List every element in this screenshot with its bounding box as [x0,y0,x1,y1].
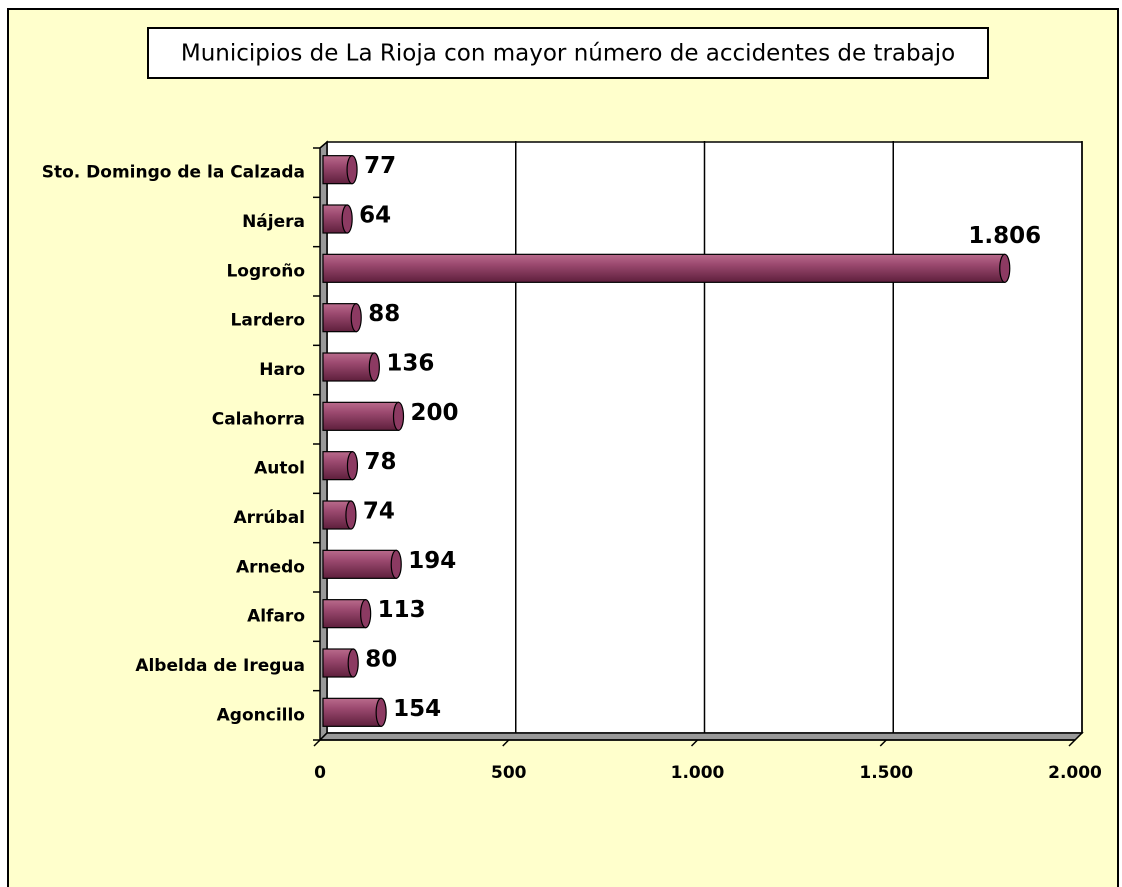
bar [322,549,397,579]
floor [318,732,1084,741]
y-tick-label: Arnedo [236,557,305,577]
bar-cap [346,451,359,481]
value-label: 113 [378,597,426,623]
bar [322,648,354,678]
y-tick-label: Albelda de Iregua [135,656,305,676]
bar [322,401,400,431]
value-label: 88 [368,301,400,327]
bar [322,697,382,727]
x-tick [502,739,510,747]
x-tick-label: 0 [314,763,326,783]
x-tick-label: 1.000 [671,763,725,783]
value-label: 74 [363,499,395,525]
y-tick-label: Agoncillo [217,705,305,725]
bar-cap [368,352,380,382]
chart-title: Municipios de La Rioja con mayor número … [181,41,955,67]
x-tick [879,739,887,747]
x-tick-label: 2.000 [1048,763,1102,783]
x-tick-label: 1.500 [859,763,913,783]
bar-cap [392,401,405,431]
y-tick-label: Nájera [242,212,305,232]
x-tick [1068,739,1076,747]
bar-cap [345,500,357,530]
y-tick-label: Haro [259,360,305,380]
bar [322,253,1006,283]
value-label: 136 [386,351,434,377]
x-tick-label: 500 [491,763,527,783]
bar-cap [999,253,1011,283]
x-tick [690,739,699,747]
value-label: 77 [364,153,396,179]
value-label: 194 [408,548,456,574]
y-tick-label: Calahorra [212,409,305,429]
bar-cap [360,599,372,629]
value-label: 78 [364,449,396,475]
value-label: 64 [359,203,391,229]
bar-cap [375,697,387,727]
bar [322,352,375,382]
y-tick-label: Lardero [231,311,305,331]
y-tick-label: Alfaro [247,607,305,627]
bar-cap [390,549,402,579]
title-box [147,27,989,79]
bar-cap [346,155,358,185]
y-tick-label: Sto. Domingo de la Calzada [42,163,305,183]
bar-cap [347,648,359,678]
value-label: 154 [393,696,441,722]
y-tick-label: Arrúbal [234,508,306,528]
value-label: 80 [365,647,397,673]
y-tick-label: Autol [254,459,305,479]
bar [322,599,367,629]
y-tick-label: Logroño [226,261,305,281]
bar-cap [350,303,362,333]
x-tick [313,739,321,747]
value-label: 1.806 [968,223,1041,249]
value-label: 200 [411,400,459,426]
bar-cap [341,204,353,234]
